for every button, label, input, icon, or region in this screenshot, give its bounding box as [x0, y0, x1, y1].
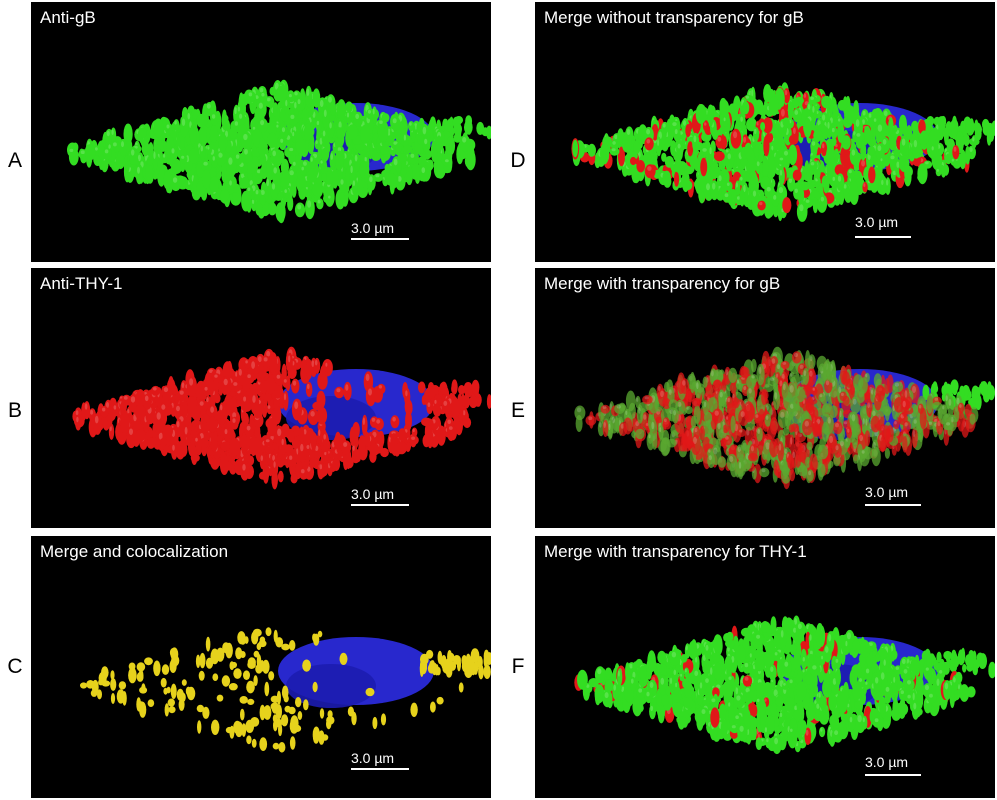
panel-b-image: [72, 346, 491, 490]
panel-a-title: Anti-gB: [40, 8, 96, 27]
panel-e: Merge with transparency for gB 3.0 µm: [535, 268, 995, 528]
panel-d-scale-label: 3.0 µm: [855, 214, 899, 230]
panel-letter-f: F: [511, 655, 525, 678]
panel-letter-c: C: [7, 655, 23, 678]
panel-b: Anti-THY-1 3.0 µm: [31, 268, 491, 528]
panel-a-scale-label: 3.0 µm: [351, 220, 395, 236]
panel-e-scale-label: 3.0 µm: [865, 484, 909, 500]
panel-d-image: [571, 82, 995, 222]
panel-f-title: Merge with transparency for THY-1: [544, 542, 807, 561]
panel-f: Merge with transparency for THY-1 3.0 µm: [535, 536, 995, 798]
panel-letter-d: D: [510, 149, 526, 172]
panel-c-title: Merge and colocalization: [40, 542, 229, 561]
panel-letter-e: E: [510, 399, 525, 422]
panel-e-title: Merge with transparency for gB: [544, 274, 781, 293]
panel-e-image: [574, 346, 995, 490]
panel-c-image: [80, 627, 491, 753]
panel-letter-a: A: [7, 149, 22, 172]
panel-d-scale-bar: [855, 236, 911, 238]
panel-f-image: [574, 615, 995, 755]
panel-c: Merge and colocalization 3.0 µm: [31, 536, 491, 798]
panel-c-scale-bar: [351, 768, 409, 770]
panel-a-scale-bar: [351, 238, 409, 240]
panel-d-title: Merge without transparency for gB: [544, 8, 804, 27]
panel-letter-b: B: [7, 399, 22, 422]
panel-d: Merge without transparency for gB 3.0 µm: [535, 2, 995, 262]
panel-b-scale-label: 3.0 µm: [351, 486, 395, 502]
panel-f-scale-bar: [865, 774, 921, 776]
panel-b-scale-bar: [351, 504, 409, 506]
panel-e-scale-bar: [865, 504, 921, 506]
panel-c-scale-label: 3.0 µm: [351, 750, 395, 766]
panel-f-scale-label: 3.0 µm: [865, 754, 909, 770]
panel-a: Anti-gB 3.0 µm: [31, 2, 491, 262]
panel-b-title: Anti-THY-1: [40, 274, 123, 293]
panel-a-image: [67, 79, 491, 224]
